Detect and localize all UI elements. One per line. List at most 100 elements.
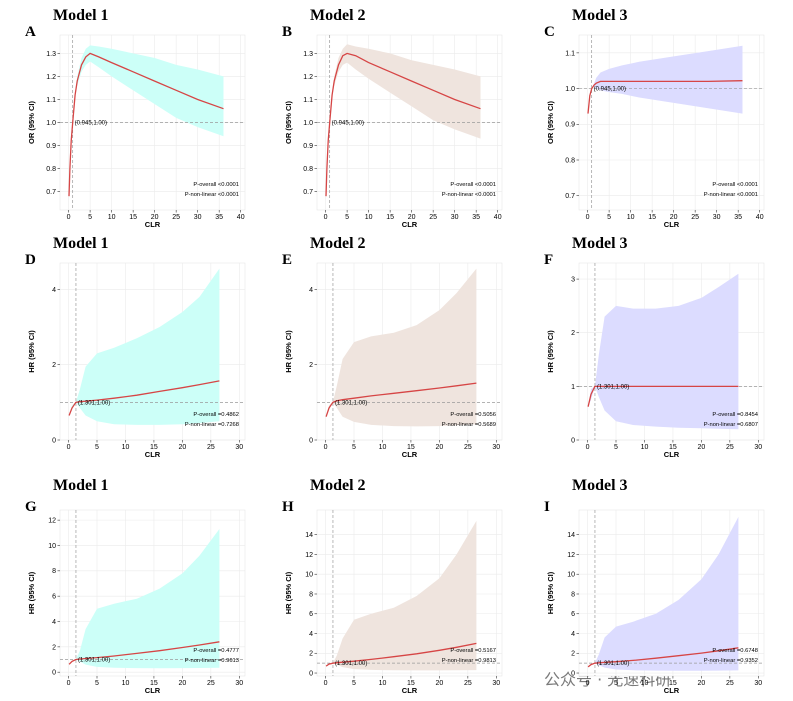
y-tick-label: 1.3 xyxy=(303,51,313,58)
estimate-line xyxy=(587,385,739,407)
chart-panel-a: (0.945,1.00) 0 5 10 15 20 25 30 35 40 0.7 0.8 0.9 1.0… xyxy=(25,7,246,229)
y-tick-label: 12 xyxy=(567,552,575,559)
x-tick-label: 25 xyxy=(691,214,699,221)
y-axis-label: HR (95% CI) xyxy=(546,571,555,614)
y-tick-label: 10 xyxy=(305,572,313,579)
x-tick-label: 0 xyxy=(586,214,590,221)
p-value-text: P-non-linear <0.0001 xyxy=(442,192,496,198)
confidence-band xyxy=(326,268,477,427)
y-axis-label: OR (95% CI) xyxy=(284,101,293,144)
y-tick-label: 0.9 xyxy=(565,122,575,129)
y-tick-label: 2 xyxy=(571,651,575,658)
confidence-band xyxy=(326,44,481,197)
model-title: Model 3 xyxy=(572,235,628,252)
x-tick-label: 25 xyxy=(726,444,734,451)
p-value-text: P-overall <0.0001 xyxy=(193,182,239,188)
x-tick-label: 0 xyxy=(67,214,71,221)
y-tick-label: 4 xyxy=(309,287,313,294)
estimate-line xyxy=(325,642,477,667)
chart-panel-e: (1.301,1.00) 0 5 10 15 20 25 30 0 2 4 CLR HR (95% CI… xyxy=(282,235,503,459)
x-tick-label: 10 xyxy=(379,680,387,687)
estimate-line xyxy=(68,52,224,197)
y-tick-label: 0 xyxy=(571,670,575,677)
x-tick-label: 0 xyxy=(324,214,328,221)
x-tick-label: 15 xyxy=(669,444,677,451)
x-axis-label: CLR xyxy=(664,220,680,229)
x-tick-label: 10 xyxy=(108,214,116,221)
estimate-line xyxy=(68,380,220,416)
x-tick-label: 5 xyxy=(607,214,611,221)
x-tick-label: 20 xyxy=(151,214,159,221)
x-tick-label: 30 xyxy=(754,444,762,451)
y-tick-label: 4 xyxy=(309,631,313,638)
x-tick-label: 10 xyxy=(641,444,649,451)
model-title: Model 2 xyxy=(310,235,366,252)
x-tick-label: 0 xyxy=(586,680,590,687)
x-tick-label: 25 xyxy=(207,444,215,451)
x-axis-label: CLR xyxy=(402,686,418,695)
y-tick-label: 2 xyxy=(309,651,313,658)
confidence-band xyxy=(588,45,743,114)
reference-point-label: (1.301,1.00) xyxy=(78,400,110,406)
p-value-text: P-overall <0.0001 xyxy=(450,182,496,188)
estimate-line xyxy=(587,647,739,668)
y-tick-label: 0.8 xyxy=(303,166,313,173)
x-tick-label: 15 xyxy=(150,680,158,687)
y-tick-label: 0.8 xyxy=(46,166,56,173)
panel-letter: D xyxy=(25,252,36,268)
x-tick-label: 5 xyxy=(352,444,356,451)
x-tick-label: 25 xyxy=(172,214,180,221)
y-tick-label: 0 xyxy=(309,437,313,444)
y-tick-label: 2 xyxy=(52,362,56,369)
chart-panel-h: (1.301,1.00) 0 5 10 15 20 25 30 0 2 4 6 8 10 12 14 CLR HR… xyxy=(282,477,503,695)
estimate-line xyxy=(68,641,220,665)
x-tick-label: 20 xyxy=(697,444,705,451)
reference-point-label: (1.301,1.00) xyxy=(597,384,629,390)
x-tick-label: 10 xyxy=(365,214,373,221)
y-axis-label: HR (95% CI) xyxy=(27,330,36,373)
y-axis-label: OR (95% CI) xyxy=(546,101,555,144)
model-title: Model 1 xyxy=(53,7,109,24)
p-value-text: P-non-linear <0.0001 xyxy=(185,192,239,198)
x-tick-label: 15 xyxy=(129,214,137,221)
y-tick-label: 0 xyxy=(309,670,313,677)
x-tick-label: 15 xyxy=(150,444,158,451)
y-axis-label: HR (95% CI) xyxy=(27,571,36,614)
x-tick-label: 30 xyxy=(713,214,721,221)
y-tick-label: 0 xyxy=(52,670,56,677)
panel-letter: H xyxy=(282,499,294,515)
y-axis-label: HR (95% CI) xyxy=(284,571,293,614)
panel-letter: I xyxy=(544,499,550,515)
p-value-text: P-overall =0.8454 xyxy=(712,412,758,418)
confidence-band xyxy=(588,516,739,671)
x-tick-label: 25 xyxy=(726,680,734,687)
x-tick-label: 35 xyxy=(215,214,223,221)
reference-point-label: (0.945,1.00) xyxy=(75,121,107,127)
x-tick-label: 20 xyxy=(670,214,678,221)
chart-panel-i: (1.301,1.00) 0 5 10 15 20 25 30 0 2 4 6 8 10 12 14 CLR HR… xyxy=(544,477,765,695)
y-tick-label: 1.0 xyxy=(46,120,56,127)
estimate-line xyxy=(325,382,477,417)
x-tick-label: 10 xyxy=(379,444,387,451)
x-tick-label: 5 xyxy=(614,444,618,451)
y-tick-label: 2 xyxy=(571,330,575,337)
y-tick-label: 0 xyxy=(571,437,575,444)
x-tick-label: 30 xyxy=(754,680,762,687)
x-tick-label: 30 xyxy=(235,680,243,687)
y-axis-label: HR (95% CI) xyxy=(546,330,555,373)
estimate-line xyxy=(587,80,743,114)
x-tick-label: 25 xyxy=(464,444,472,451)
p-value-text: P-non-linear =0.9813 xyxy=(442,658,496,664)
p-value-text: P-non-linear =0.9613 xyxy=(185,658,239,664)
reference-point-label: (1.301,1.00) xyxy=(597,661,629,667)
x-tick-label: 30 xyxy=(451,214,459,221)
y-tick-label: 1.1 xyxy=(46,97,56,104)
x-tick-label: 20 xyxy=(435,680,443,687)
y-tick-label: 0.7 xyxy=(46,189,56,196)
x-tick-label: 25 xyxy=(429,214,437,221)
x-tick-label: 0 xyxy=(67,444,71,451)
confidence-band xyxy=(69,268,220,425)
p-value-text: P-overall =0.5056 xyxy=(450,412,496,418)
y-tick-label: 0.7 xyxy=(565,193,575,200)
reference-point-label: (0.945,1.00) xyxy=(332,121,364,127)
